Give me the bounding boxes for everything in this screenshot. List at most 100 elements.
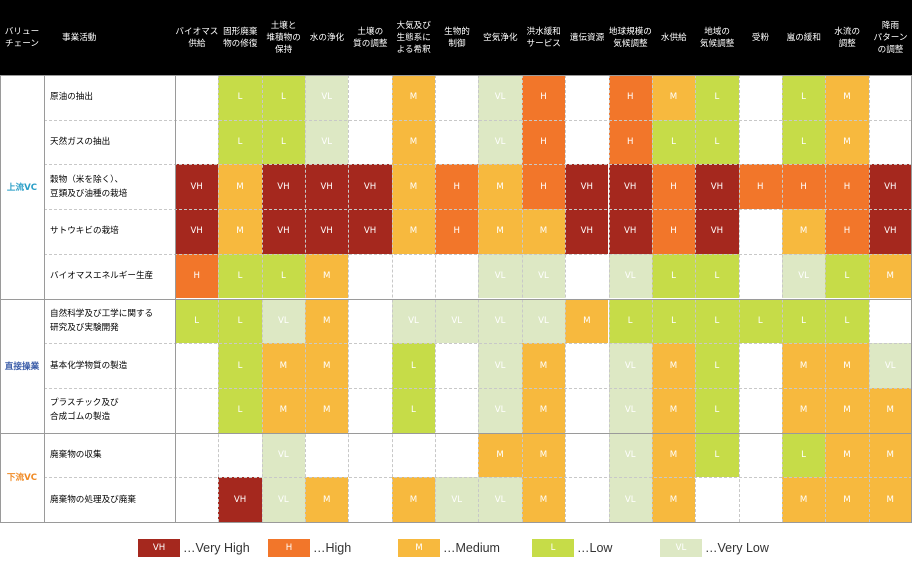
rating-cell — [695, 477, 738, 522]
rating-cell — [565, 254, 608, 299]
rating-cell: VL — [305, 75, 349, 120]
rating-cell: M — [868, 387, 912, 433]
rating-cell — [348, 343, 391, 388]
header-value-chain: バリュー チェーン — [0, 0, 44, 75]
rating-cell: L — [391, 343, 436, 388]
rating-cell: M — [651, 75, 696, 120]
rating-cell: L — [218, 75, 262, 120]
rating-cell — [869, 299, 912, 344]
grid-line — [44, 119, 912, 121]
rating-cell — [348, 299, 391, 344]
header-service: 受粉 — [738, 0, 783, 75]
legend-swatch: VL — [660, 539, 702, 557]
rating-cell — [175, 433, 218, 478]
rating-cell: L — [695, 119, 739, 165]
rating-cell: M — [218, 164, 262, 210]
rating-cell — [435, 433, 478, 478]
grid-line — [44, 477, 912, 479]
rating-cell: M — [565, 298, 609, 344]
frame-line — [44, 75, 45, 522]
rating-cell: M — [261, 343, 306, 388]
rating-cell: VH — [305, 164, 349, 210]
rating-cell: L — [695, 432, 739, 478]
rating-cell: VL — [521, 298, 566, 344]
grid-line — [44, 209, 912, 211]
rating-cell: M — [651, 343, 696, 388]
rating-cell: L — [695, 253, 739, 299]
header-service: 地域の 気候調整 — [695, 0, 740, 75]
rating-cell — [739, 209, 782, 254]
header-service: 水流の 調整 — [825, 0, 870, 75]
rating-cell: VH — [868, 209, 912, 254]
rating-cell: H — [781, 164, 826, 210]
grid-line — [44, 253, 912, 255]
header-service: 土壌の 質の調整 — [348, 0, 393, 75]
header-service: バイオマス 供給 — [175, 0, 219, 75]
rating-cell: VH — [608, 209, 652, 254]
rating-cell — [435, 75, 478, 120]
rating-cell: M — [781, 387, 826, 433]
rating-cell: L — [391, 387, 436, 433]
rating-cell: VH — [695, 209, 739, 254]
header-service: 水の浄化 — [305, 0, 349, 75]
legend-item: VH …Very High — [138, 537, 250, 559]
rating-cell — [739, 343, 782, 388]
rating-cell — [348, 120, 391, 165]
rating-cell — [869, 120, 912, 165]
rating-cell: VL — [608, 253, 652, 299]
header-service: 降雨 パターン の調整 — [868, 0, 912, 75]
rating-cell: H — [651, 164, 696, 210]
rating-cell: VH — [695, 164, 739, 210]
grid-line — [44, 164, 912, 166]
rating-cell: VL — [261, 477, 306, 522]
rating-cell — [565, 75, 608, 120]
header-service: 大気及び 生態系に よる希釈 — [391, 0, 436, 75]
rating-cell: L — [651, 298, 696, 344]
legend-item: H …High — [268, 537, 351, 559]
rating-cell: VH — [565, 164, 609, 210]
rating-cell: VL — [478, 119, 522, 165]
rating-cell: M — [781, 477, 826, 522]
rating-cell — [348, 433, 391, 478]
rating-cell — [175, 120, 218, 165]
frame-line — [0, 75, 1, 522]
rating-cell: VL — [478, 253, 522, 299]
legend-label: …High — [313, 541, 352, 555]
rating-cell — [175, 477, 218, 522]
rating-cell: VL — [261, 432, 306, 478]
rating-cell — [175, 75, 218, 120]
rating-cell — [348, 388, 391, 433]
rating-cell: H — [435, 209, 479, 254]
rating-cell: M — [391, 209, 436, 254]
rating-cell — [869, 75, 912, 120]
rating-cell: M — [305, 477, 349, 522]
rating-cell — [175, 388, 218, 433]
rating-cell: VL — [435, 477, 479, 522]
rating-cell: M — [651, 432, 696, 478]
rating-cell: H — [738, 164, 782, 210]
header-service: 土壌と 堆積物の 保持 — [261, 0, 306, 75]
frame-line — [175, 75, 176, 522]
header-service: 地球規模の 気候調整 — [608, 0, 653, 75]
rating-cell: M — [825, 119, 869, 165]
rating-cell: M — [305, 387, 349, 433]
rating-cell: L — [651, 253, 696, 299]
rating-cell: M — [478, 432, 522, 478]
group-separator — [0, 298, 912, 300]
rating-cell: VH — [868, 164, 912, 210]
rating-cell: VL — [261, 298, 306, 344]
rating-cell: M — [781, 209, 826, 254]
rating-cell — [392, 433, 435, 478]
activity-label: 廃棄物の収集 — [50, 449, 102, 460]
rating-cell: L — [218, 298, 262, 344]
value-chain-label: 下流VC — [6, 473, 38, 484]
rating-cell: L — [781, 119, 826, 165]
activity-label: バイオマスエネルギー生産 — [50, 271, 154, 282]
value-chain-label: 上流VC — [6, 182, 38, 193]
rating-cell: M — [651, 477, 696, 522]
header-activity: 事業活動 — [44, 0, 175, 75]
rating-cell: L — [261, 119, 306, 165]
rating-cell: M — [521, 432, 566, 478]
rating-cell: H — [175, 253, 219, 299]
legend-label: …Very High — [183, 541, 250, 555]
